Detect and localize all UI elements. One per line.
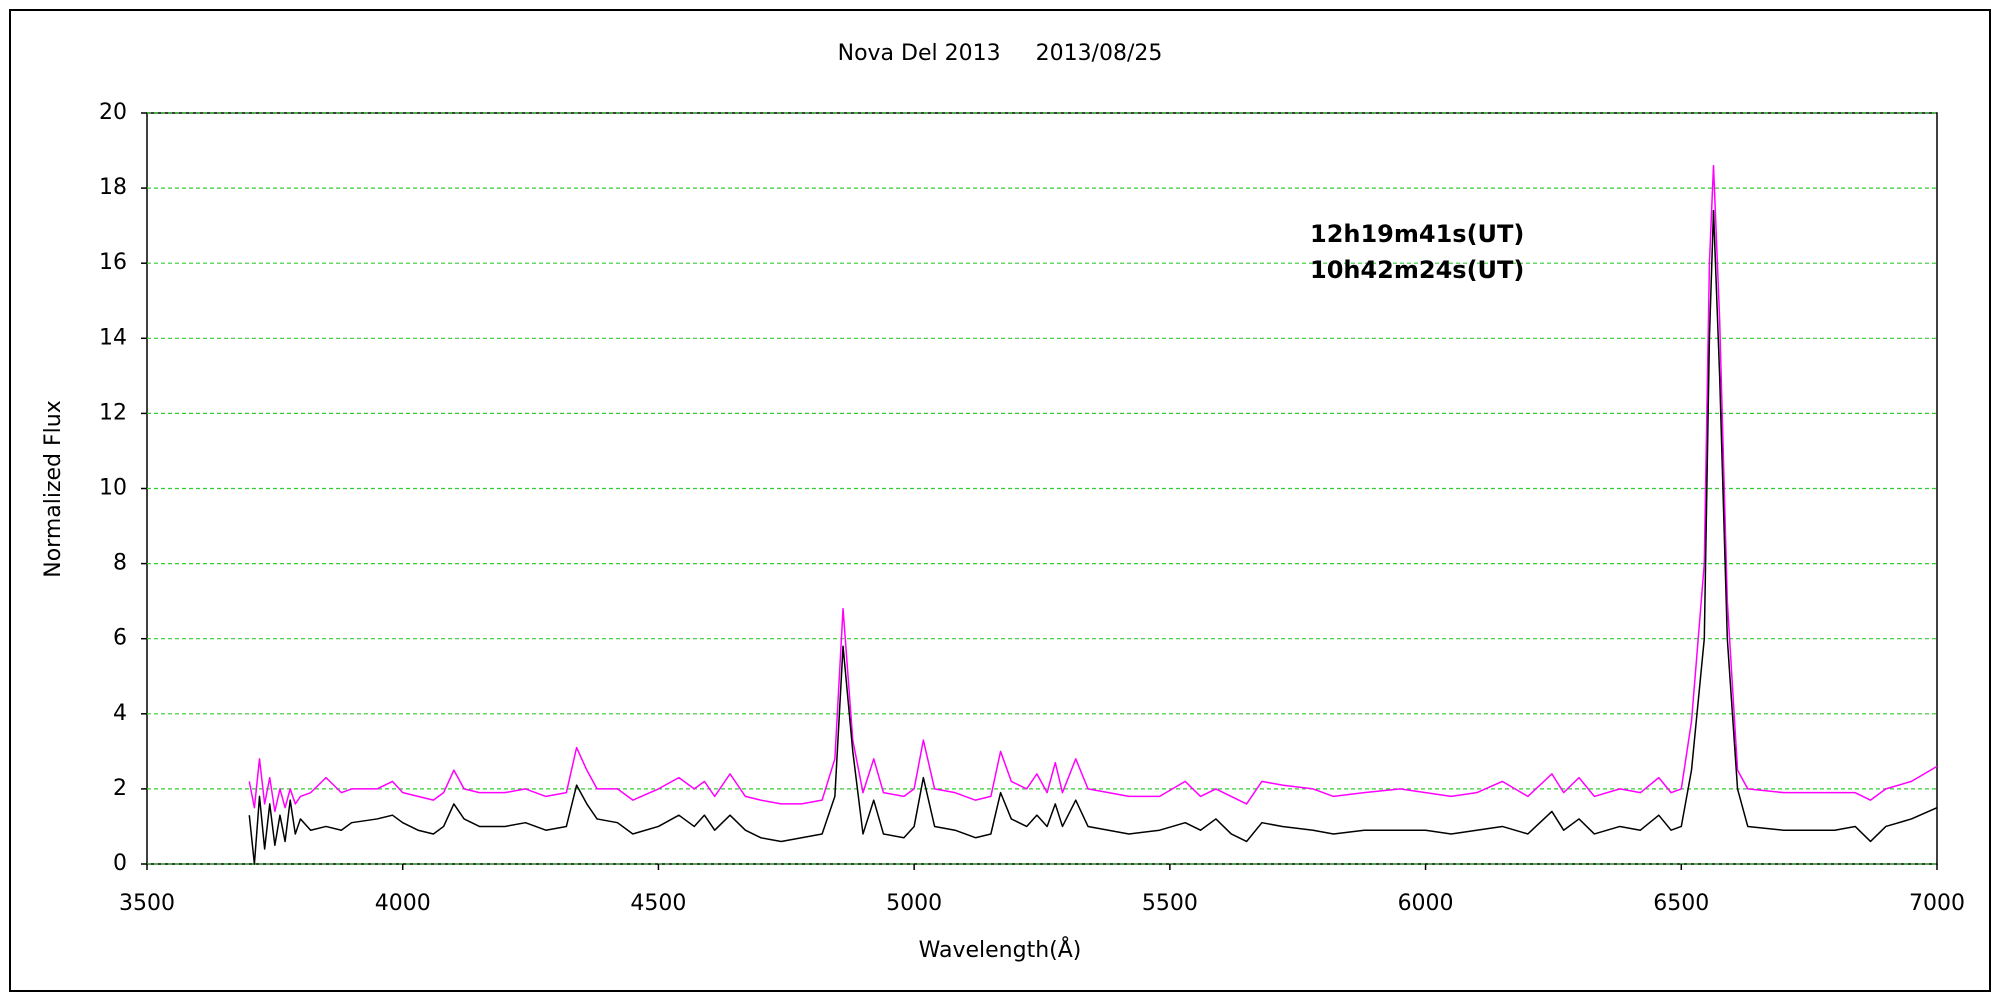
y-tick-label: 4 [113, 701, 127, 726]
legend-entry: 12h19m41s(UT) [1310, 220, 1524, 248]
y-tick-label: 10 [99, 476, 127, 501]
y-axis-label: Normalized Flux [41, 400, 66, 577]
x-tick-label: 7000 [1909, 891, 1965, 916]
x-tick-label: 5500 [1142, 891, 1198, 916]
x-tick-label: 6500 [1653, 891, 1709, 916]
legend-entry: 10h42m24s(UT) [1310, 256, 1524, 284]
y-tick-label: 20 [99, 100, 127, 125]
x-tick-label: 5000 [886, 891, 942, 916]
y-tick-label: 0 [113, 851, 127, 876]
chart-title: Nova Del 2013 2013/08/25 [838, 41, 1163, 66]
y-tick-label: 12 [99, 400, 127, 425]
x-tick-label: 4500 [630, 891, 686, 916]
y-tick-label: 16 [99, 250, 127, 275]
spectrum-line [248, 164, 1938, 813]
y-tick-label: 2 [113, 776, 127, 801]
x-tick-label: 3500 [119, 891, 175, 916]
x-tick-label: 6000 [1398, 891, 1454, 916]
y-tick-label: 6 [113, 626, 127, 651]
x-tick-label: 4000 [375, 891, 431, 916]
y-tick-label: 8 [113, 551, 127, 576]
y-tick-label: 18 [99, 175, 127, 200]
spectrum-line [248, 209, 1938, 865]
y-tick-label: 14 [99, 325, 127, 350]
x-axis-label: Wavelength(Å) [919, 936, 1082, 963]
